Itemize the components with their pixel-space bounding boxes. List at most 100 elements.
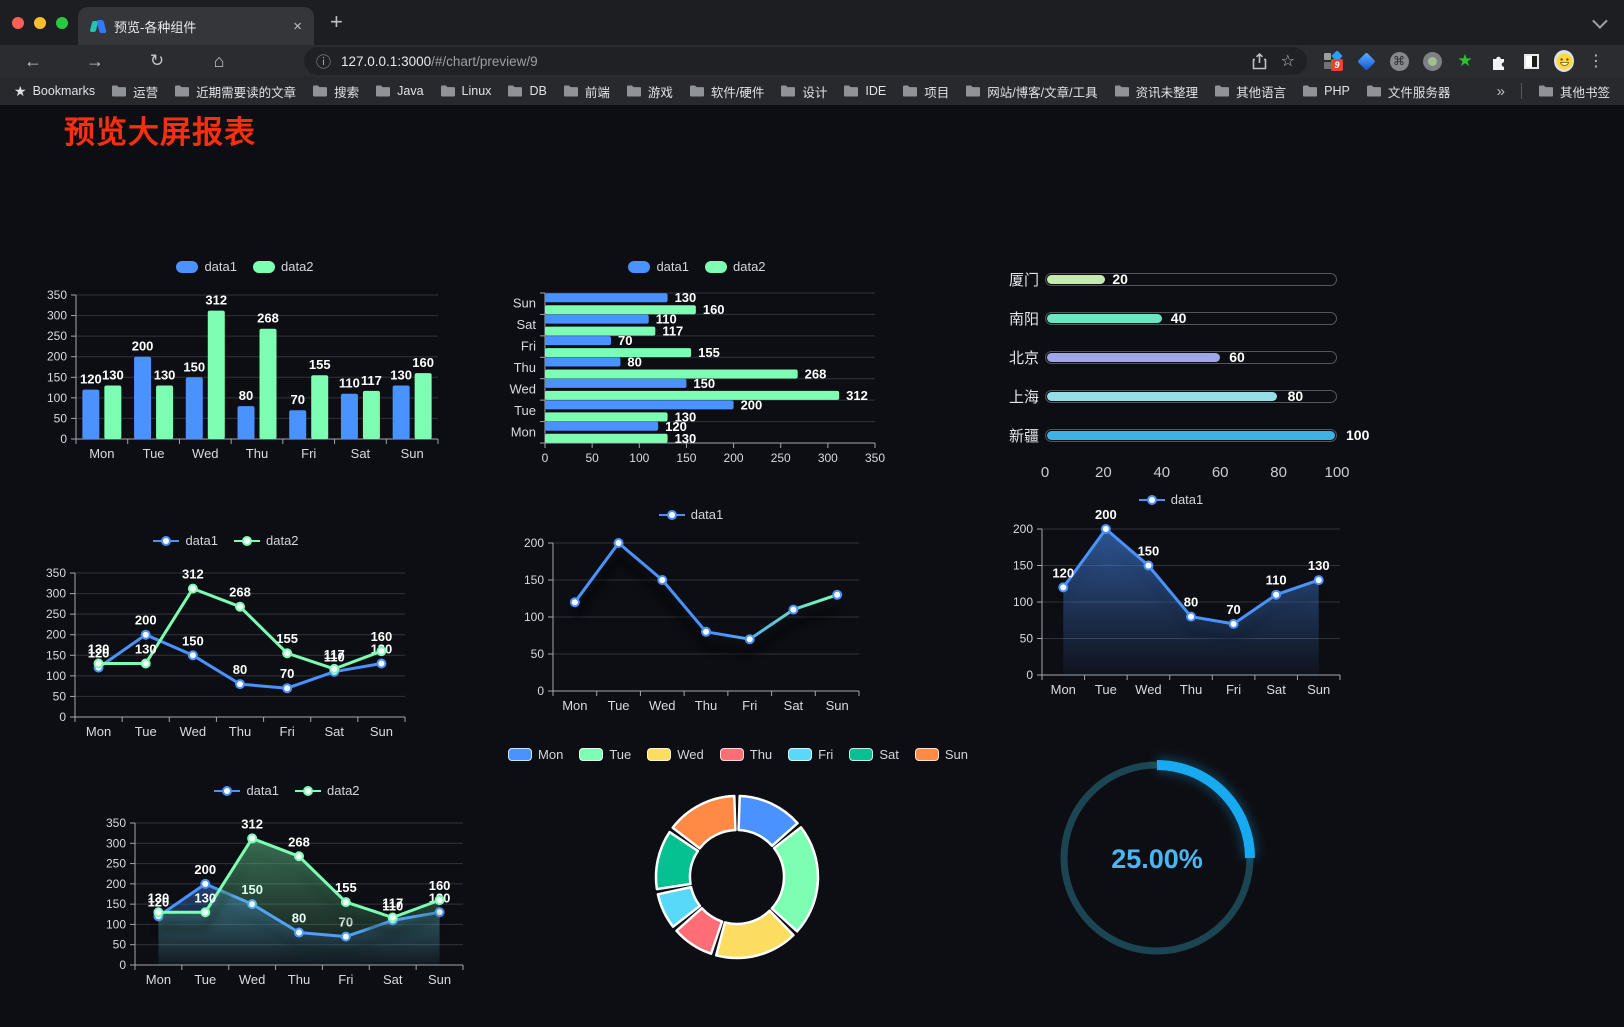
chart-legend: data1 [988,492,1354,507]
bookmark-folder-item[interactable]: 软件/硬件 [689,82,764,101]
progress-track: 60 [1045,349,1337,365]
contrast-extension-icon[interactable] [1521,51,1541,71]
close-window-button[interactable] [12,16,24,29]
bookmark-folder-item[interactable]: PHP [1302,84,1350,98]
bookmark-folder-item[interactable]: DB [507,84,547,98]
bookmark-folder-item[interactable]: IDE [843,84,886,98]
tab-search-chevron-icon[interactable] [1592,13,1608,29]
folder-icon [626,85,641,97]
dot-extension-icon[interactable] [1422,51,1442,71]
donut-slice-Thu[interactable] [675,906,724,955]
reload-icon[interactable]: ↻ [149,51,165,70]
puzzle-extension-icon[interactable] [1488,51,1508,71]
svg-text:80: 80 [627,355,641,370]
svg-text:130: 130 [194,890,216,905]
other-bookmarks-folder[interactable]: 其他书签 [1538,82,1610,101]
folder-icon [1366,85,1381,97]
svg-text:200: 200 [741,397,763,412]
zoom-window-button[interactable] [56,16,68,29]
minimize-window-button[interactable] [34,16,46,29]
donut-slice-Mon[interactable] [737,794,799,848]
donut-slice-Sun[interactable] [671,794,737,850]
address-bar[interactable]: ⓘ 127.0.0.1:3000/#/chart/preview/9 ☆ [304,47,1307,75]
legend-item-Thu[interactable]: Thu [719,747,772,762]
legend-item-Fri[interactable]: Fri [788,747,833,762]
grid-capture-extension-icon[interactable]: 9 [1323,50,1343,71]
progress-value: 60 [1229,349,1245,365]
bookmarks-root-button[interactable]: ★ Bookmarks [14,83,95,100]
legend-item-Sun[interactable]: Sun [914,747,968,762]
legend-item-data1[interactable]: data1 [214,783,279,798]
green-star-extension-icon[interactable]: ★ [1457,51,1473,70]
svg-text:130: 130 [675,409,697,424]
legend-item-data2[interactable]: data2 [234,533,299,548]
bookmark-folder-item[interactable]: 项目 [902,82,949,101]
legend-item-data1[interactable]: data1 [628,259,689,274]
new-tab-button[interactable]: + [330,9,343,34]
legend-item-data2[interactable]: data2 [705,259,766,274]
bookmark-folder-item[interactable]: 网站/博客/文章/工具 [965,82,1098,101]
bookmark-folder-item[interactable]: 近期需要读的文章 [174,82,296,101]
legend-item-data1[interactable]: data1 [153,533,218,548]
bookmark-folder-item[interactable]: 前端 [563,82,610,101]
legend-item-Sat[interactable]: Sat [849,747,899,762]
svg-text:0: 0 [119,958,126,972]
legend-item-data1[interactable]: data1 [658,507,723,522]
extension-badge: 9 [1331,59,1343,71]
svg-text:Sun: Sun [1307,682,1330,697]
browser-menu-icon[interactable]: ⋮ [1588,53,1604,70]
svg-text:350: 350 [865,451,885,465]
chart-line-area-dual: 0 50 100 150 200 250 300 350 Mon Tue Wed Thu Fri Sat S… [95,773,479,999]
svg-text:350: 350 [46,566,66,580]
browser-tab[interactable]: 预览-各种组件 × [78,7,314,45]
legend-item-data2[interactable]: data2 [253,259,314,274]
legend-item-data1[interactable]: data1 [1138,492,1203,507]
bookmark-folder-item[interactable]: 搜索 [312,82,359,101]
svg-text:50: 50 [531,647,545,661]
svg-text:Tue: Tue [143,446,165,461]
bookmark-star-icon[interactable]: ☆ [1280,53,1295,70]
home-icon[interactable]: ⌂ [213,51,225,71]
svg-text:50: 50 [585,451,599,465]
bookmarks-overflow-button[interactable]: » [1496,82,1505,100]
svg-text:130: 130 [135,642,157,657]
folder-icon [1215,85,1230,97]
chart-line-dual-canvas: 0 50 100 150 200 250 300 350 Mon Tue Wed Thu Fri Sat S… [46,566,406,739]
tab-title: 预览-各种组件 [114,19,197,35]
bookmark-folder-item[interactable]: 资讯未整理 [1114,82,1198,101]
donut-slice-Fri[interactable] [656,885,702,928]
svg-text:Tue: Tue [135,724,157,739]
legend-item-Wed[interactable]: Wed [647,747,704,762]
svg-text:Tue: Tue [608,698,630,713]
profile-avatar[interactable] [1554,50,1574,72]
svg-text:0: 0 [59,710,66,724]
bookmark-folder-item[interactable]: 文件服务器 [1366,82,1451,101]
svg-text:312: 312 [182,567,204,582]
legend-item-data1[interactable]: data1 [176,259,237,274]
tab-close-icon[interactable]: × [293,17,302,35]
donut-slice-Sat[interactable] [654,830,700,891]
back-icon[interactable]: ← [24,51,42,71]
bookmark-folder-item[interactable]: Java [375,84,424,98]
legend-item-data2[interactable]: data2 [295,783,360,798]
url-path: /#/chart/preview/9 [431,53,538,69]
donut-slice-Wed[interactable] [714,909,795,960]
donut-slice-Tue[interactable] [770,826,820,933]
legend-item-Mon[interactable]: Mon [508,747,563,762]
forward-icon[interactable]: → [86,51,104,71]
bookmark-folder-item[interactable]: 运营 [111,82,158,101]
bookmark-label: 文件服务器 [1387,85,1451,100]
bookmark-folder-item[interactable]: 设计 [780,82,827,101]
command-extension-icon[interactable]: ⌘ [1389,51,1409,71]
bookmark-folder-item[interactable]: 游戏 [626,82,673,101]
share-icon[interactable] [1252,52,1267,70]
site-info-icon[interactable]: ⓘ [316,53,332,71]
bookmark-folder-item[interactable]: 其他语言 [1214,82,1286,101]
legend-item-Tue[interactable]: Tue [579,747,631,762]
bookmark-folder-item[interactable]: Linux [440,84,491,98]
svg-text:155: 155 [698,345,720,360]
svg-text:50: 50 [54,411,68,425]
chart-line-dual: 0 50 100 150 200 250 300 350 Mon Tue Wed Thu Fri Sat S… [33,523,419,751]
svg-text:250: 250 [47,329,67,343]
gem-extension-icon[interactable] [1356,51,1376,71]
